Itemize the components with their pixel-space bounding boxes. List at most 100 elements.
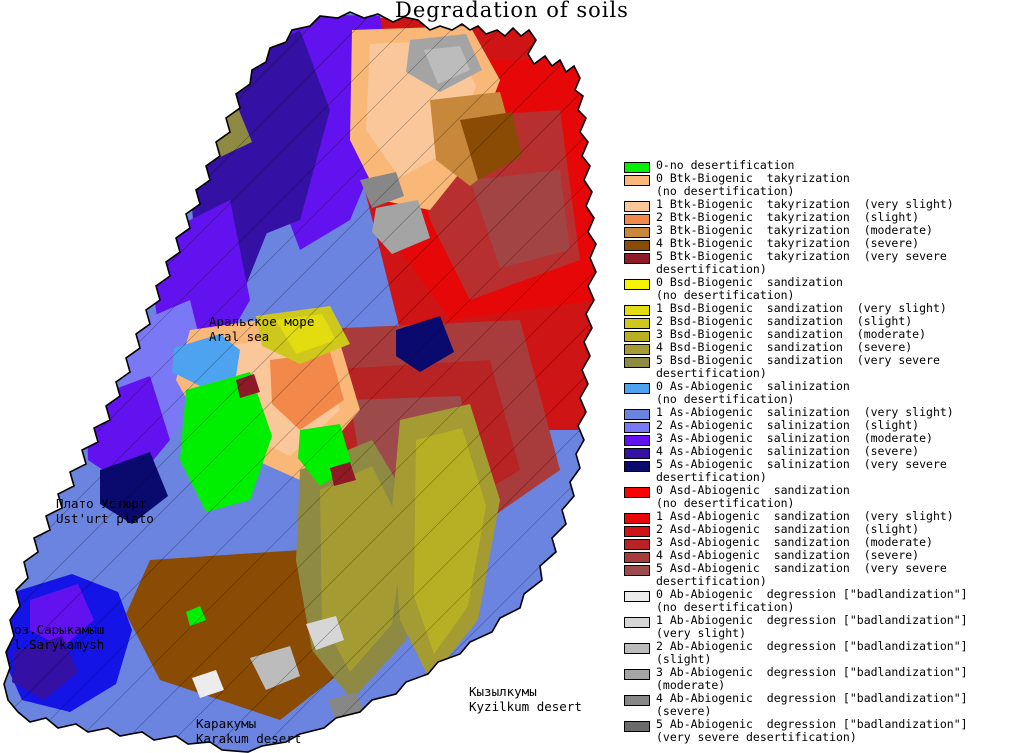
legend-label: 1 As-Abiogenic salinization (very slight… [656, 405, 954, 419]
legend-swatch-cell [620, 355, 656, 368]
legend-swatch-cell [620, 381, 656, 394]
legend-swatch-cell [620, 368, 656, 381]
legend-color-swatch [624, 318, 650, 329]
legend-swatch-cell [620, 186, 656, 199]
legend-swatch-cell [620, 251, 656, 264]
legend-item: 2 Ab-Abiogenic degression ["badlandizati… [620, 639, 1024, 654]
legend-swatch-cell [620, 277, 656, 290]
legend-swatch-spacer [624, 734, 650, 745]
legend-item-continuation: desertification) [620, 263, 1024, 277]
legend-label: (no desertification) [656, 184, 795, 198]
legend-label: desertification) [656, 470, 767, 484]
legend-label: 5 As-Abiogenic salinization (very severe [656, 457, 947, 471]
legend-item: 1 Ab-Abiogenic degression ["badlandizati… [620, 614, 1024, 628]
legend-color-swatch [624, 214, 650, 225]
legend-swatch-cell [620, 160, 656, 173]
legend-item-continuation: (no desertification) [620, 288, 1024, 303]
legend-color-swatch [624, 695, 650, 706]
legend-item: 0-no desertification [620, 159, 1024, 173]
map-outline [3, 11, 597, 753]
legend-label: desertification) [656, 574, 767, 588]
legend-item: 1 Btk-Biogenic takyrization (very slight… [620, 198, 1024, 212]
legend-item: 5 Bsd-Biogenic sandization (very severe [620, 353, 1024, 368]
legend-label: (no desertification) [656, 496, 795, 510]
legend-swatch-cell [620, 576, 656, 589]
legend-item: 0 Bsd-Biogenic sandization [620, 275, 1024, 290]
legend-item-continuation: (slight) [620, 652, 1024, 667]
legend-swatch-spacer [624, 292, 650, 303]
legend-label: (no desertification) [656, 288, 795, 302]
legend-swatch-cell [620, 654, 656, 667]
legend-item: 1 Bsd-Biogenic sandization (very slight) [620, 302, 1024, 316]
legend-item: 5 Asd-Abiogenic sandization (very severe [620, 562, 1024, 576]
legend-color-swatch [624, 461, 650, 472]
legend-item: 4 Bsd-Biogenic sandization (severe) [620, 340, 1024, 355]
legend-item: 0 As-Abiogenic salinization [620, 379, 1024, 394]
legend-label: 0 As-Abiogenic salinization [656, 379, 850, 393]
legend-color-swatch [624, 201, 650, 212]
legend-label: 4 Ab-Abiogenic degression ["badlandizati… [656, 691, 968, 705]
legend-swatch-cell [620, 199, 656, 212]
legend-label: 5 Bsd-Biogenic sandization (very severe [656, 353, 940, 367]
legend-color-swatch [624, 162, 650, 173]
legend-label: 2 Ab-Abiogenic degression ["badlandizati… [656, 639, 968, 653]
legend-swatch-cell [620, 524, 656, 537]
legend-item: 4 Ab-Abiogenic degression ["badlandizati… [620, 691, 1024, 706]
legend-swatch-cell [620, 615, 656, 628]
legend-item-continuation: (very slight) [620, 626, 1024, 641]
legend-swatch-spacer [624, 604, 650, 615]
legend-swatch-cell [620, 628, 656, 641]
legend-color-swatch [624, 669, 650, 680]
legend-swatch-cell [620, 537, 656, 550]
legend-label: (moderate) [656, 678, 726, 692]
legend-item: 3 Asd-Abiogenic sandization (moderate) [620, 536, 1024, 550]
soil-degradation-map[interactable] [0, 0, 620, 753]
legend-color-swatch [624, 344, 650, 355]
legend-label: 2 Bsd-Biogenic sandization (slight) [656, 314, 913, 328]
legend-item-continuation: desertification) [620, 574, 1024, 589]
map-regions [4, 12, 596, 752]
legend-item: 0 Btk-Biogenic takyrization [620, 172, 1024, 186]
legend-item: 2 Asd-Abiogenic sandization (slight) [620, 522, 1024, 537]
legend-label: (slight) [656, 652, 712, 666]
legend-swatch-cell [620, 394, 656, 407]
legend-label: 2 Asd-Abiogenic sandization (slight) [656, 522, 920, 536]
legend-swatch-cell [620, 732, 656, 745]
legend-swatch-cell [620, 173, 656, 186]
legend-label: (very slight) [656, 626, 747, 640]
legend-swatch-cell [620, 719, 656, 732]
legend-item-continuation: (no desertification) [620, 601, 1024, 615]
legend-color-swatch [624, 383, 650, 394]
legend-color-swatch [624, 279, 650, 290]
legend-item: 1 Asd-Abiogenic sandization (very slight… [620, 510, 1024, 524]
legend-item: 4 As-Abiogenic salinization (severe) [620, 445, 1024, 459]
map-canvas[interactable] [0, 0, 620, 753]
legend-label: 4 Btk-Biogenic takyrization (severe) [656, 236, 920, 250]
legend-item-continuation: (no desertification) [620, 496, 1024, 511]
legend-color-swatch [624, 435, 650, 446]
legend-label: 4 Asd-Abiogenic sandization (severe) [656, 548, 920, 562]
legend-swatch-cell [620, 680, 656, 693]
legend-swatch-cell [620, 511, 656, 524]
legend-label: 0 Bsd-Biogenic sandization [656, 275, 843, 289]
legend-color-swatch [624, 643, 650, 654]
legend-item: 0 Asd-Abiogenic sandization [620, 484, 1024, 498]
legend-color-swatch [624, 552, 650, 563]
legend-color-swatch [624, 240, 650, 251]
legend-label: 3 As-Abiogenic salinization (moderate) [656, 431, 933, 445]
legend-swatch-spacer [624, 656, 650, 667]
legend-label: 4 Bsd-Biogenic sandization (severe) [656, 340, 913, 354]
legend-swatch-cell [620, 329, 656, 342]
legend-item: 3 Btk-Biogenic takyrization (moderate) [620, 224, 1024, 238]
legend-color-swatch [624, 253, 650, 264]
legend-label: 2 Btk-Biogenic takyrization (slight) [656, 210, 920, 224]
legend-color-swatch [624, 526, 650, 537]
legend-color-swatch [624, 721, 650, 732]
legend-swatch-spacer [624, 578, 650, 589]
legend-color-swatch [624, 591, 650, 602]
legend-swatch-cell [620, 459, 656, 472]
legend-swatch-spacer [624, 708, 650, 719]
legend-swatch-cell [620, 446, 656, 459]
legend-item: 3 As-Abiogenic salinization (moderate) [620, 431, 1024, 446]
legend-color-swatch [624, 175, 650, 186]
